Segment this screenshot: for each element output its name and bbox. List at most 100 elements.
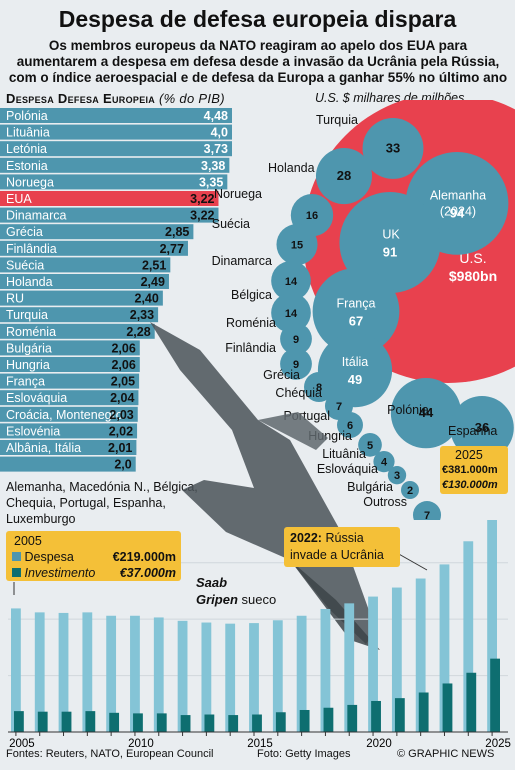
hbar-bar [0, 141, 232, 157]
spending-bar-chart: 2005 2010 2015 2020 2025 [8, 520, 511, 748]
hbar-bar [0, 323, 155, 339]
note-2005: 2005 Despesa €219.000m Investimento €37.… [6, 531, 181, 581]
investimento-bar [37, 711, 48, 732]
hbar-value-label: 2,0 [114, 458, 131, 472]
hbar-category-label: França [6, 375, 45, 389]
note-2022-pointer [396, 552, 428, 571]
despesa-bar [11, 608, 21, 732]
despesa-swatch [12, 552, 21, 561]
hbar-value-label: 2,01 [108, 441, 132, 455]
bubble [280, 323, 312, 355]
despesa-bar [225, 623, 236, 732]
bubble-value: 4 [381, 457, 388, 469]
x-tick-label: 2015 [247, 738, 273, 748]
bubble-value: 7 [424, 510, 430, 520]
investimento-bar [347, 704, 358, 732]
x-tick-label: 2025 [485, 738, 511, 748]
hbar-value-label: 4,0 [211, 126, 228, 140]
despesa-bar [391, 587, 402, 732]
hbar-category-label: Albânia, Itália [6, 441, 81, 455]
bubble-value: 94 [450, 205, 465, 220]
investimento-bar [61, 711, 72, 732]
despesa-bar [487, 520, 497, 732]
bubble-chart: U.S. $980bn 33Turquia2894Alemanha(2024)H… [212, 100, 515, 520]
note-2005-row2: Investimento €37.000m [12, 565, 178, 581]
note-2025-despesa: €381.000m [442, 464, 498, 476]
bubble-country-label: UK [382, 228, 400, 242]
note-2025: 2025 €381.000m €130.000m [440, 446, 508, 494]
hbar-category-label: Holanda [6, 275, 53, 289]
hbar-bar [0, 124, 232, 140]
hbar-category-label: Turquia [6, 308, 48, 322]
bubble-country-label: Roménia [226, 316, 276, 330]
bubble-country-label: Outross [363, 495, 407, 509]
bubble [412, 501, 442, 520]
hbar-value-label: 2,51 [142, 258, 166, 272]
bubble-country-label: Finlândia [225, 341, 276, 355]
footer-sources: Fontes: Reuters, NATO, European Council [6, 748, 214, 760]
page-subtitle: Os membros europeus da NATO reagiram ao … [8, 38, 508, 85]
investimento-bar [85, 711, 96, 732]
us-bubble-value: $980bn [449, 268, 497, 284]
bubble-value: 9 [293, 334, 299, 346]
bubble-country-label: Noruega [214, 187, 262, 201]
invest-swatch [12, 568, 21, 577]
investimento-bar [156, 713, 167, 732]
hbar-category-label: Estonia [6, 159, 48, 173]
bubble-value: 16 [306, 210, 318, 222]
bubble-value: 67 [349, 313, 363, 328]
despesa-bar [249, 623, 259, 732]
despesa-value: €219.000m [112, 550, 176, 564]
note-2022-text2: invade a Ucrânia [290, 548, 384, 562]
hbar-value-label: 2,05 [111, 375, 135, 389]
hbar-bar [0, 390, 139, 406]
hbar-value-label: 2,03 [109, 408, 133, 422]
hbar-bar [0, 423, 138, 439]
hbar-value-label: 3,22 [190, 192, 214, 206]
despesa-bar [344, 603, 355, 732]
bubble-country-label: Eslováquia [317, 462, 378, 476]
bubble-value: 8 [316, 382, 322, 394]
bubble-value: 6 [347, 420, 353, 432]
hbar-value-label: 3,38 [201, 159, 225, 173]
hbar-bar [0, 357, 140, 372]
hbar-value-label: 3,22 [190, 209, 214, 223]
despesa-bar [153, 617, 164, 732]
bubble [304, 372, 334, 402]
investimento-bar [275, 712, 286, 732]
investimento-bar [299, 709, 310, 732]
hbar-category-label: Bulgária [6, 341, 52, 355]
bubble [390, 378, 462, 449]
photo-caption: Saab Gripen sueco [196, 574, 276, 608]
note-2025-invest: €130.000m [442, 479, 498, 491]
hbar-bar [0, 174, 228, 190]
investimento-bar [180, 715, 191, 732]
hbar-category-label: RU [6, 292, 24, 306]
hbar-category-label: EUA [6, 192, 32, 206]
bubble [312, 268, 400, 355]
investimento-bar [133, 713, 143, 732]
hbar-value-label: 2,04 [110, 391, 134, 405]
bubble [339, 192, 441, 294]
bubble-country-label: Alemanha [430, 188, 486, 202]
bubble-country-label: Lituânia [322, 447, 366, 461]
despesa-bar [439, 564, 450, 732]
hbar-category-label: Grécia [6, 225, 43, 239]
bubble-value: 3 [394, 470, 400, 482]
hbar-chart-title: Despesa Defesa Europeia (% do PIB) [6, 91, 225, 106]
investimento-bar [371, 700, 381, 732]
despesa-bar [320, 608, 331, 732]
bubble-value: 44 [419, 405, 434, 420]
hbar-category-label: Hungria [6, 358, 50, 372]
caption-name2: Gripen [196, 592, 238, 607]
hbar-category-label: Suécia [6, 258, 44, 272]
hbar-value-label: 2,02 [109, 424, 133, 438]
investimento-bar [442, 683, 453, 732]
bubble-value: 2 [407, 485, 413, 497]
investimento-bar [204, 714, 215, 732]
despesa-bar [201, 622, 212, 732]
bubble [315, 148, 373, 205]
hbar-value-label: 2,77 [160, 242, 184, 256]
note-2005-row1: Despesa €219.000m [12, 549, 178, 565]
bubble [337, 412, 363, 438]
